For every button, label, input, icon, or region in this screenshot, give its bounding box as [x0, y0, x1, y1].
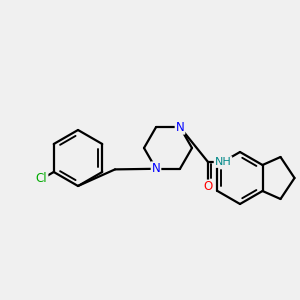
Text: O: O: [203, 181, 213, 194]
Text: NH: NH: [214, 157, 231, 167]
Text: Cl: Cl: [36, 172, 47, 185]
Text: N: N: [152, 162, 160, 175]
Text: N: N: [176, 121, 184, 134]
